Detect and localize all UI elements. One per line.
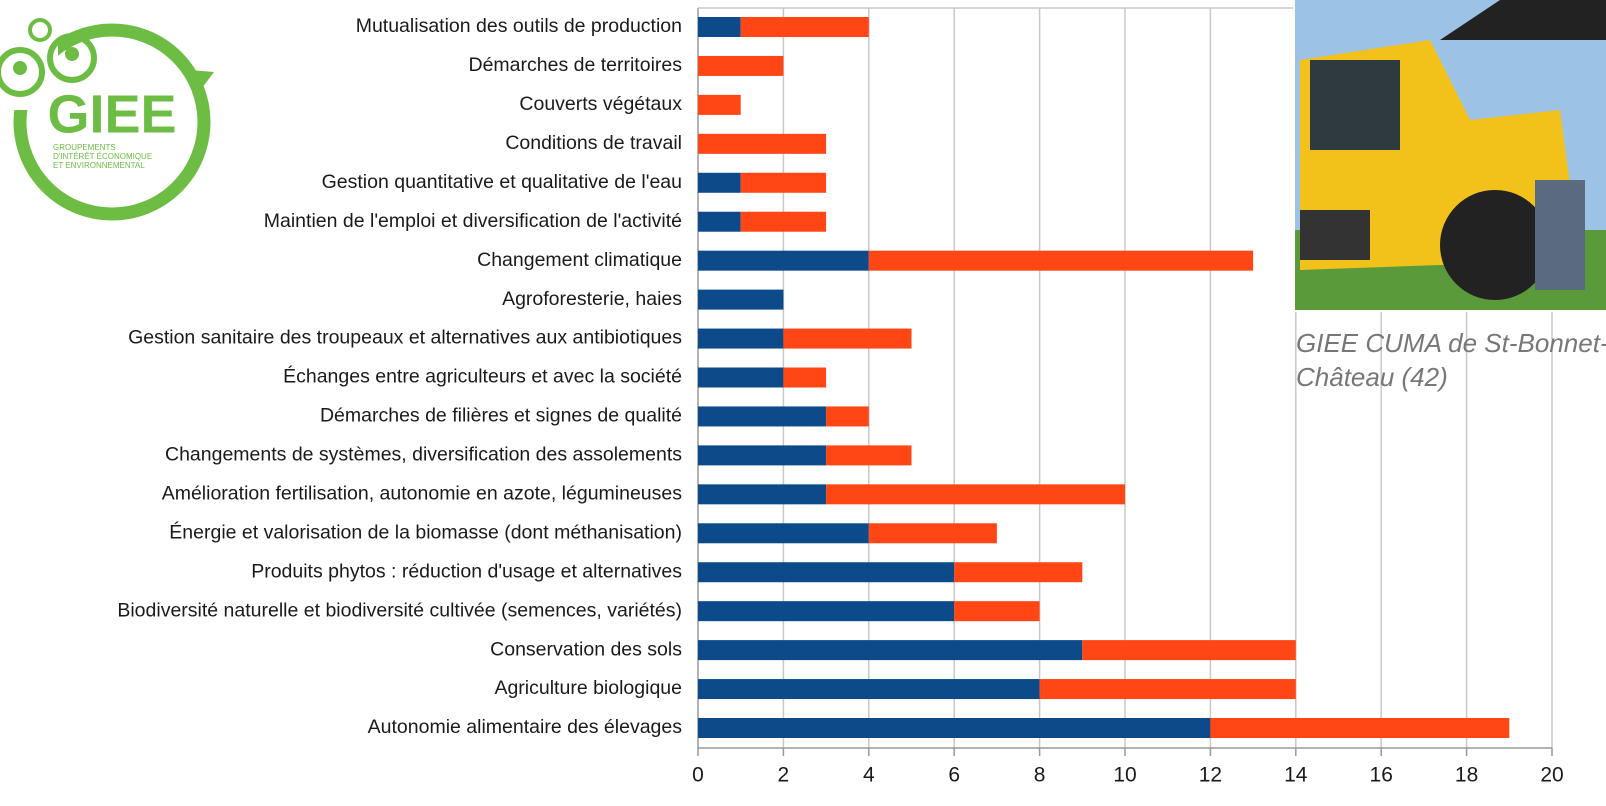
y-tick-label: Conditions de travail <box>505 132 682 154</box>
photo-caption: GIEE CUMA de St-Bonnet-le- <box>1296 328 1606 358</box>
bar <box>826 406 869 426</box>
logo-person <box>65 47 79 61</box>
bar <box>698 523 869 543</box>
x-tick-label: 2 <box>778 764 790 787</box>
y-tick-label: Produits phytos : réduction d'usage et a… <box>251 560 682 582</box>
bar <box>698 212 741 232</box>
y-tick-label: Démarches de territoires <box>469 54 683 76</box>
bar <box>698 445 826 465</box>
y-tick-label: Agriculture biologique <box>494 677 682 699</box>
y-tick-label: Mutualisation des outils de production <box>356 15 682 37</box>
y-tick-label: Démarches de filières et signes de quali… <box>320 405 682 427</box>
bar <box>954 562 1082 582</box>
bar <box>1210 718 1509 738</box>
y-tick-label: Gestion quantitative et qualitative de l… <box>322 171 682 193</box>
logo-subtitle: GROUPEMENTS <box>53 143 116 152</box>
page: 0 2 4 6 8 10 12 14 16 18 20 Mutualisation des outil… <box>0 0 1606 806</box>
y-tick-label: Maintien de l'emploi et diversification … <box>264 210 682 232</box>
y-tick-label: Couverts végétaux <box>519 93 682 115</box>
logo-subtitle: ET ENVIRONNEMENTAL <box>53 161 145 170</box>
bar <box>698 251 869 271</box>
bar <box>783 368 826 388</box>
y-tick-label: Énergie et valorisation de la biomasse (… <box>169 520 682 543</box>
x-tick-label: 18 <box>1455 764 1478 787</box>
bar <box>698 290 783 310</box>
y-tick-label: Changements de systèmes, diversification… <box>165 444 682 466</box>
bar <box>698 95 741 115</box>
bar <box>783 329 911 349</box>
chart: 0 2 4 6 8 10 12 14 16 18 20 Mutualisation des outil… <box>0 0 1606 806</box>
x-tick-label: 6 <box>948 764 960 787</box>
photo: GIEE CUMA de St-Bonnet-le- Château (42) <box>1293 0 1606 392</box>
bar <box>869 251 1253 271</box>
bar <box>698 329 783 349</box>
y-tick-label: Gestion sanitaire des troupeaux et alter… <box>128 327 682 349</box>
bar <box>698 406 826 426</box>
y-tick-label: Échanges entre agriculteurs et avec la s… <box>283 365 682 388</box>
logo: GIEE GROUPEMENTS D'INTÉRÊT ÉCONOMIQUE ET… <box>0 0 230 228</box>
x-tick-label: 20 <box>1540 764 1563 787</box>
bar <box>1082 640 1296 660</box>
photo-front <box>1300 210 1370 260</box>
bar <box>826 484 1125 504</box>
photo-people <box>1535 180 1585 290</box>
y-tick-label: Amélioration fertilisation, autonomie en… <box>162 482 683 504</box>
x-tick-label: 14 <box>1284 764 1308 787</box>
y-tick-label: Changement climatique <box>477 249 682 271</box>
bar <box>698 368 783 388</box>
bar <box>698 56 783 76</box>
bar <box>1040 679 1296 699</box>
bar <box>741 212 826 232</box>
bar <box>698 640 1082 660</box>
photo-cab <box>1310 60 1400 150</box>
bar <box>698 718 1210 738</box>
y-tick-label: Autonomie alimentaire des élevages <box>368 716 683 738</box>
bar <box>826 445 911 465</box>
bar <box>741 173 826 193</box>
bar <box>869 523 997 543</box>
logo-person <box>13 61 27 75</box>
x-tick-label: 10 <box>1113 764 1136 787</box>
logo-title: GIEE <box>47 84 176 144</box>
x-tick-label: 12 <box>1199 764 1222 787</box>
y-tick-label: Agroforesterie, haies <box>502 288 682 310</box>
bar <box>698 134 826 154</box>
x-tick-label: 8 <box>1034 764 1046 787</box>
bar <box>698 679 1040 699</box>
x-tick-label: 0 <box>692 764 704 787</box>
bar <box>698 484 826 504</box>
photo-wheel <box>1440 190 1550 300</box>
x-tick-label: 16 <box>1370 764 1393 787</box>
bar <box>698 601 954 621</box>
bar <box>698 173 741 193</box>
bar <box>741 17 869 37</box>
logo-subtitle: D'INTÉRÊT ÉCONOMIQUE <box>53 152 152 161</box>
bar <box>698 17 741 37</box>
x-tick-label: 4 <box>863 764 875 787</box>
y-tick-label: Conservation des sols <box>490 638 682 660</box>
bar <box>698 562 954 582</box>
bar <box>954 601 1039 621</box>
y-tick-label: Biodiversité naturelle et biodiversité c… <box>117 599 682 621</box>
photo-caption: Château (42) <box>1296 362 1448 392</box>
